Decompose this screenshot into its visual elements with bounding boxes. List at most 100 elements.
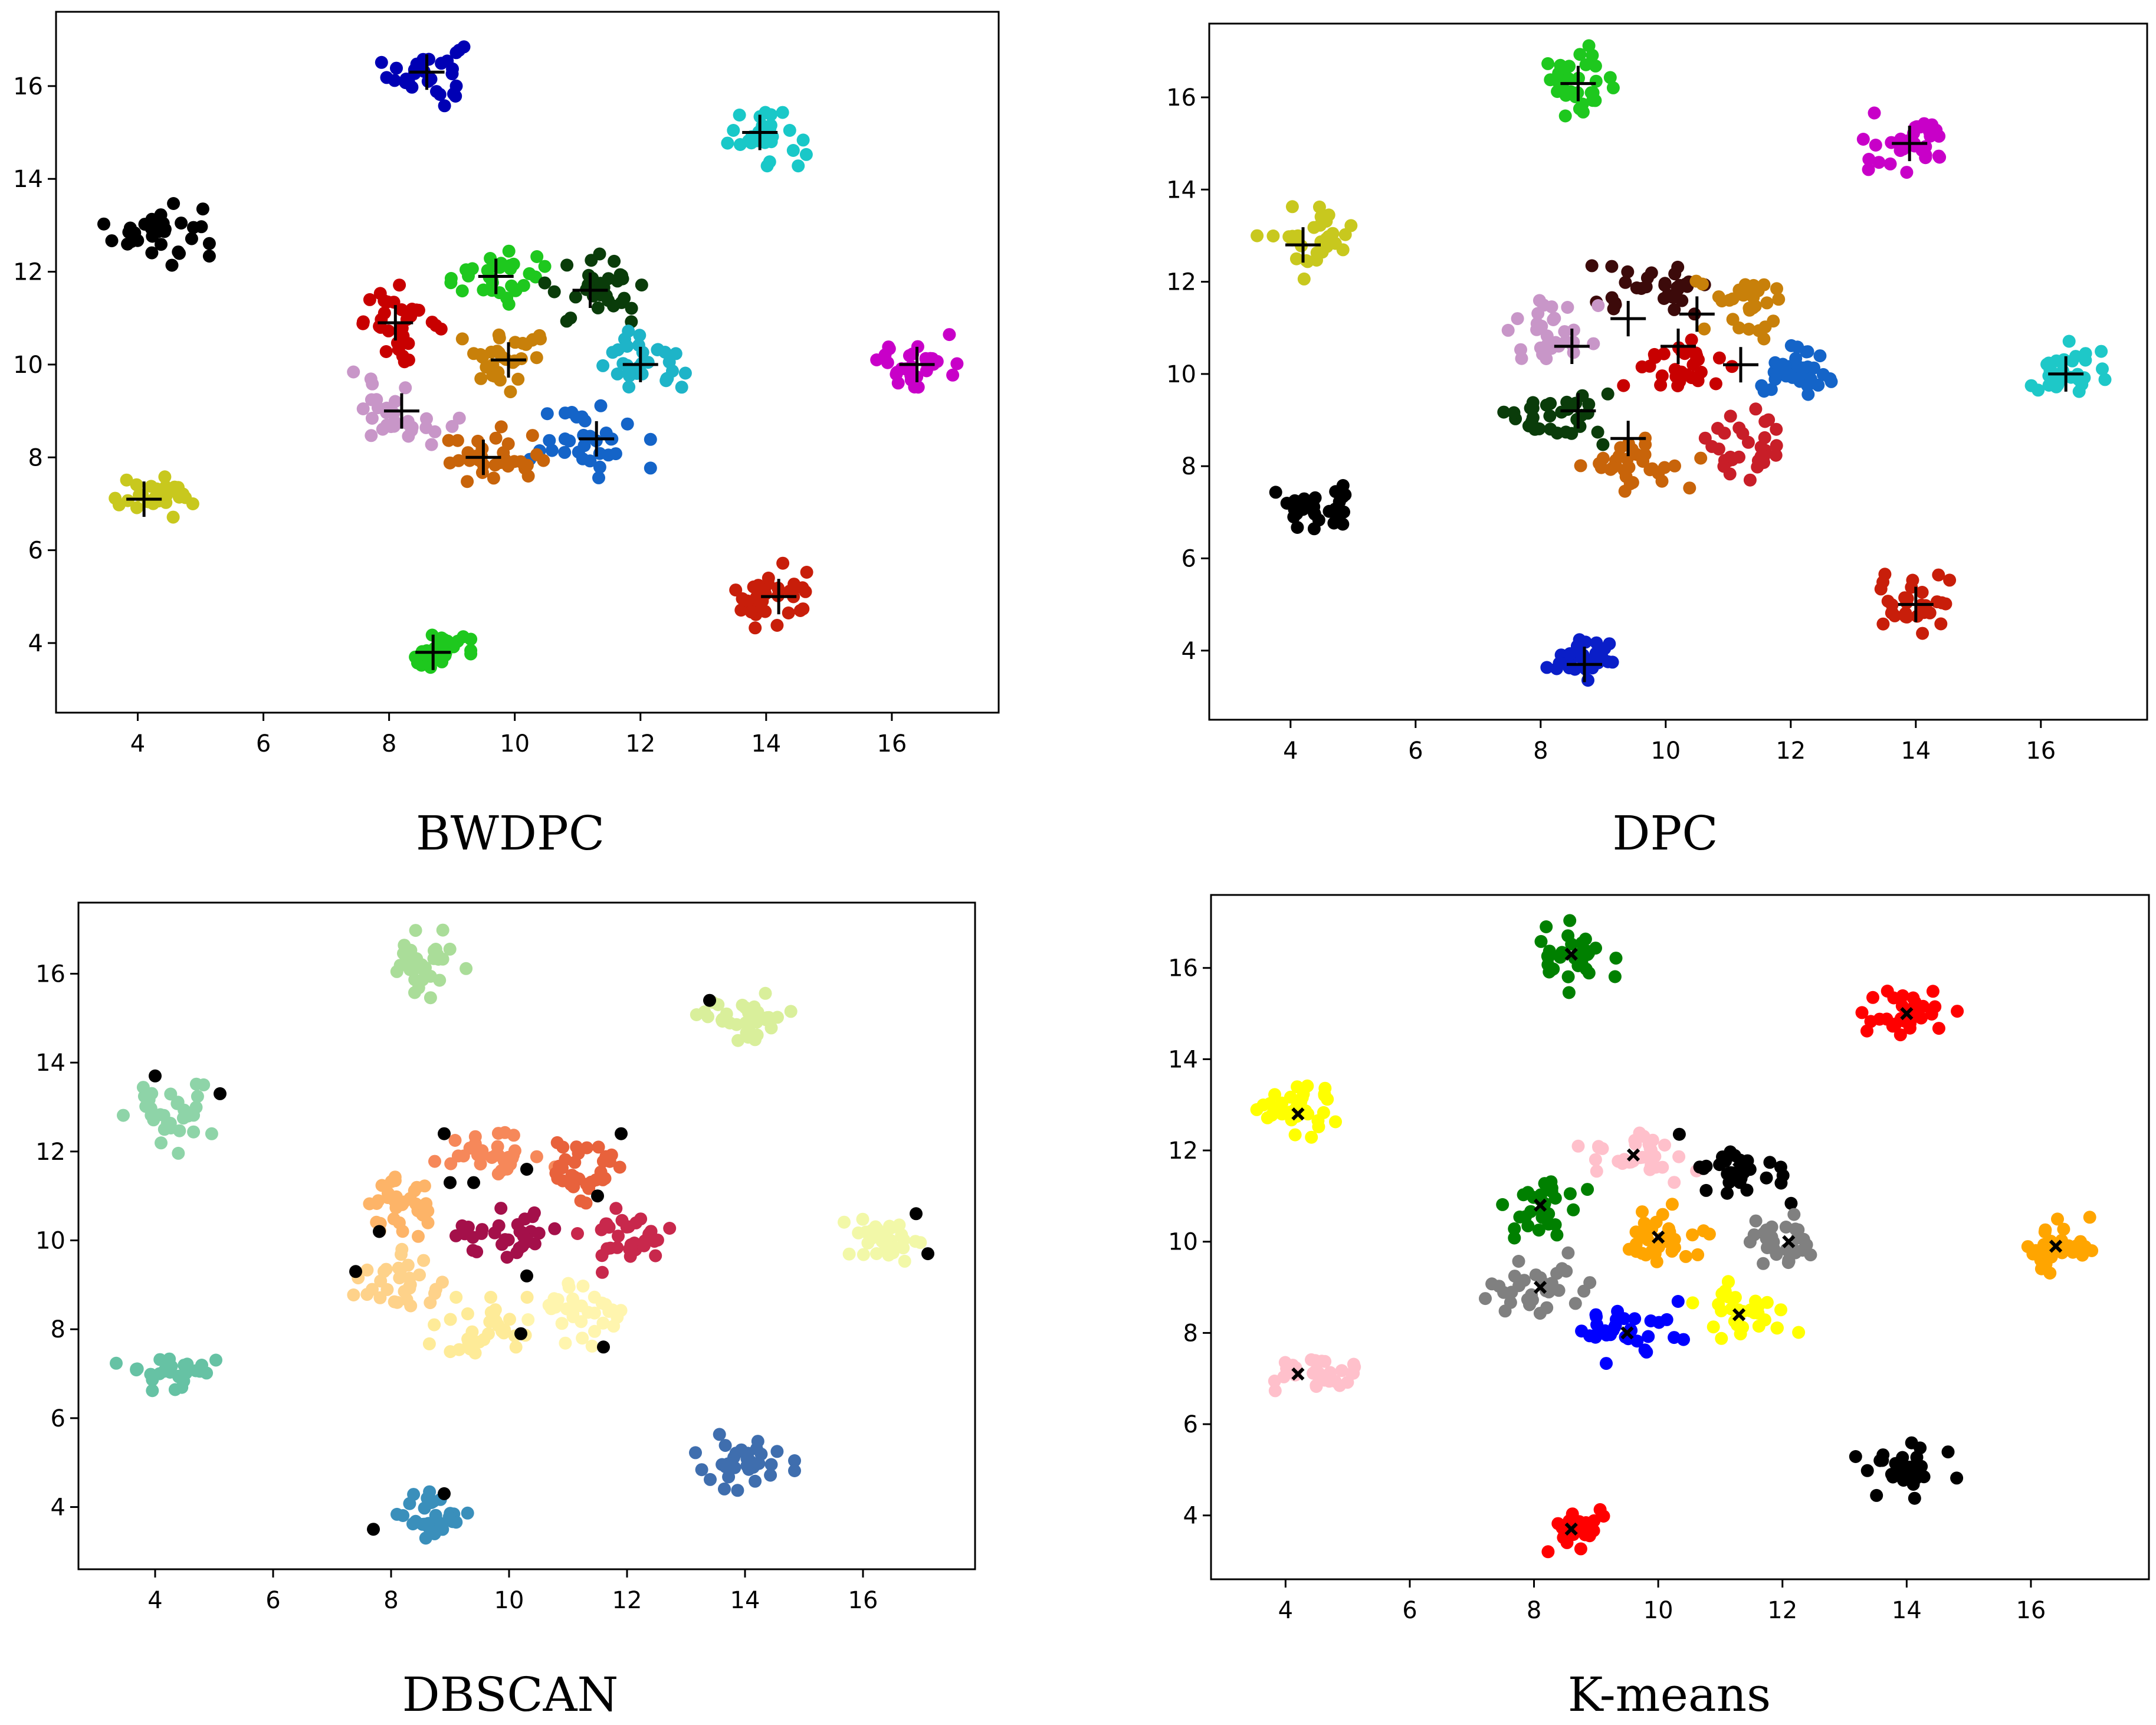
scatter-point-cluster-1 xyxy=(1603,71,1617,84)
scatter-point-cluster-1 xyxy=(390,61,403,75)
scatter-point-cluster-11 xyxy=(1751,1300,1765,1313)
scatter-point-cluster-4 xyxy=(491,1140,504,1153)
scatter-point-cluster-1 xyxy=(1556,946,1568,959)
scatter-point-cluster-12 xyxy=(442,434,455,447)
scatter-point-cluster-5 xyxy=(585,254,598,267)
scatter-point-cluster-9 xyxy=(2057,1222,2070,1236)
scatter-point-cluster-14 xyxy=(796,602,810,616)
scatter-point-cluster-4 xyxy=(1645,1159,1658,1172)
scatter-point-cluster-4 xyxy=(1672,1150,1686,1163)
y-tick-label-8: 8 xyxy=(28,444,43,471)
scatter-point-cluster-2 xyxy=(1887,991,1901,1005)
y-tick-label-14: 14 xyxy=(1168,1046,1198,1073)
scatter-point-cluster-13 xyxy=(130,1363,143,1377)
scatter-point-cluster-10 xyxy=(347,1288,360,1301)
scatter-point-cluster-10 xyxy=(1601,387,1614,401)
noise-point xyxy=(597,1340,610,1354)
scatter-point-cluster-9 xyxy=(852,1226,865,1239)
scatter-point-cluster-12 xyxy=(1575,1324,1589,1338)
y-tick-label-8: 8 xyxy=(1182,453,1196,480)
scatter-point-cluster-11 xyxy=(594,399,608,412)
scatter-point-cluster-1 xyxy=(1582,966,1596,980)
cluster-center-marker xyxy=(1679,296,1715,332)
scatter-point-cluster-8 xyxy=(1782,1255,1796,1268)
scatter-point-cluster-1 xyxy=(1561,970,1575,983)
scatter-point-cluster-3 xyxy=(1314,210,1328,224)
x-tick-label-10: 10 xyxy=(500,730,530,757)
scatter-point-cluster-9 xyxy=(883,1219,896,1233)
scatter-point-cluster-7 xyxy=(1694,365,1708,379)
scatter-point-cluster-10 xyxy=(429,1283,442,1296)
scatter-point-cluster-6 xyxy=(1535,319,1548,333)
axes-frame xyxy=(1210,894,2150,1580)
scatter-point-cluster-15 xyxy=(1593,1503,1607,1516)
scatter-point-cluster-10 xyxy=(1507,406,1521,419)
scatter-point-cluster-5 xyxy=(1699,1159,1713,1173)
scatter-point-cluster-1 xyxy=(436,923,449,937)
scatter-point-cluster-2 xyxy=(721,136,734,150)
x-tick-label-6: 6 xyxy=(256,730,271,757)
scatter-point-cluster-15 xyxy=(1586,1523,1599,1536)
scatter-point-cluster-9 xyxy=(2062,334,2076,348)
scatter-point-cluster-11 xyxy=(609,447,622,461)
scatter-point-cluster-11 xyxy=(521,1313,535,1326)
scatter-point-cluster-12 xyxy=(452,1343,466,1356)
chart-caption: BWDPC xyxy=(416,806,605,861)
scatter-point-cluster-12 xyxy=(449,1291,463,1304)
scatter-point-cluster-10 xyxy=(413,1268,426,1282)
scatter-point-cluster-1 xyxy=(1573,102,1586,116)
scatter-point-cluster-10 xyxy=(424,1296,437,1310)
scatter-point-cluster-11 xyxy=(593,460,606,474)
scatter-point-cluster-5 xyxy=(618,291,631,305)
scatter-point-cluster-2 xyxy=(784,1005,798,1018)
scatter-point-cluster-15 xyxy=(464,644,478,657)
axis-ticks: 4 6 8 10 12 14 16 4 6 8 10 12 14 16 xyxy=(1168,955,2046,1624)
scatter-point-cluster-14 xyxy=(749,1474,762,1488)
scatter-point-cluster-15 xyxy=(428,1526,442,1539)
scatter-point-cluster-9 xyxy=(861,1237,875,1250)
scatter-point-cluster-1 xyxy=(1541,57,1555,70)
scatter-point-cluster-12 xyxy=(1598,1324,1612,1337)
scatter-point-cluster-2 xyxy=(1866,991,1879,1004)
scatter-point-cluster-2 xyxy=(716,1015,729,1028)
scatter-point-cluster-13 xyxy=(209,1353,222,1367)
scatter-point-cluster-5 xyxy=(613,1160,626,1174)
scatter-point-cluster-8 xyxy=(624,1238,638,1251)
scatter-point-cluster-11 xyxy=(621,417,634,431)
scatter-point-cluster-8 xyxy=(596,359,610,372)
scatter-point-cluster-7 xyxy=(494,1202,508,1215)
scatter-point-cluster-2 xyxy=(727,124,740,137)
y-tick-label-8: 8 xyxy=(51,1316,65,1343)
scatter-point-cluster-6 xyxy=(1524,1205,1537,1218)
scatter-point-cluster-6 xyxy=(393,278,406,292)
x-tick-label-6: 6 xyxy=(1402,1597,1417,1624)
scatter-points xyxy=(1251,39,2112,687)
scatter-point-cluster-2 xyxy=(1926,985,1940,998)
scatter-point-cluster-15 xyxy=(403,1497,416,1510)
scatter-point-cluster-9 xyxy=(2024,379,2038,392)
scatter-point-cluster-12 xyxy=(1617,464,1631,477)
scatter-point-cluster-13 xyxy=(1268,1384,1282,1398)
noise-point xyxy=(367,1523,380,1536)
scatter-point-cluster-9 xyxy=(898,1254,911,1268)
scatter-point-cluster-2 xyxy=(783,124,796,137)
scatter-point-cluster-11 xyxy=(588,1324,601,1338)
scatter-point-cluster-6 xyxy=(410,1180,424,1194)
scatter-point-cluster-3 xyxy=(146,229,159,243)
scatter-point-cluster-2 xyxy=(733,109,746,122)
scatter-point-cluster-9 xyxy=(2042,356,2056,370)
scatter-point-cluster-4 xyxy=(507,1129,520,1142)
scatter-point-cluster-13 xyxy=(1337,505,1350,519)
scatter-point-cluster-10 xyxy=(356,402,370,415)
scatter-point-cluster-15 xyxy=(1560,1536,1574,1549)
scatter-point-cluster-12 xyxy=(428,1318,441,1332)
scatter-point-cluster-11 xyxy=(1707,1320,1720,1334)
cluster-center-marker xyxy=(1560,65,1596,101)
scatter-point-cluster-6 xyxy=(1550,1228,1564,1242)
scatter-point-cluster-15 xyxy=(390,1507,403,1521)
scatter-point-cluster-14 xyxy=(776,556,790,570)
scatter-point-cluster-5 xyxy=(1742,323,1755,336)
scatter-points xyxy=(1250,914,2099,1559)
scatter-point-cluster-1 xyxy=(1543,945,1556,958)
